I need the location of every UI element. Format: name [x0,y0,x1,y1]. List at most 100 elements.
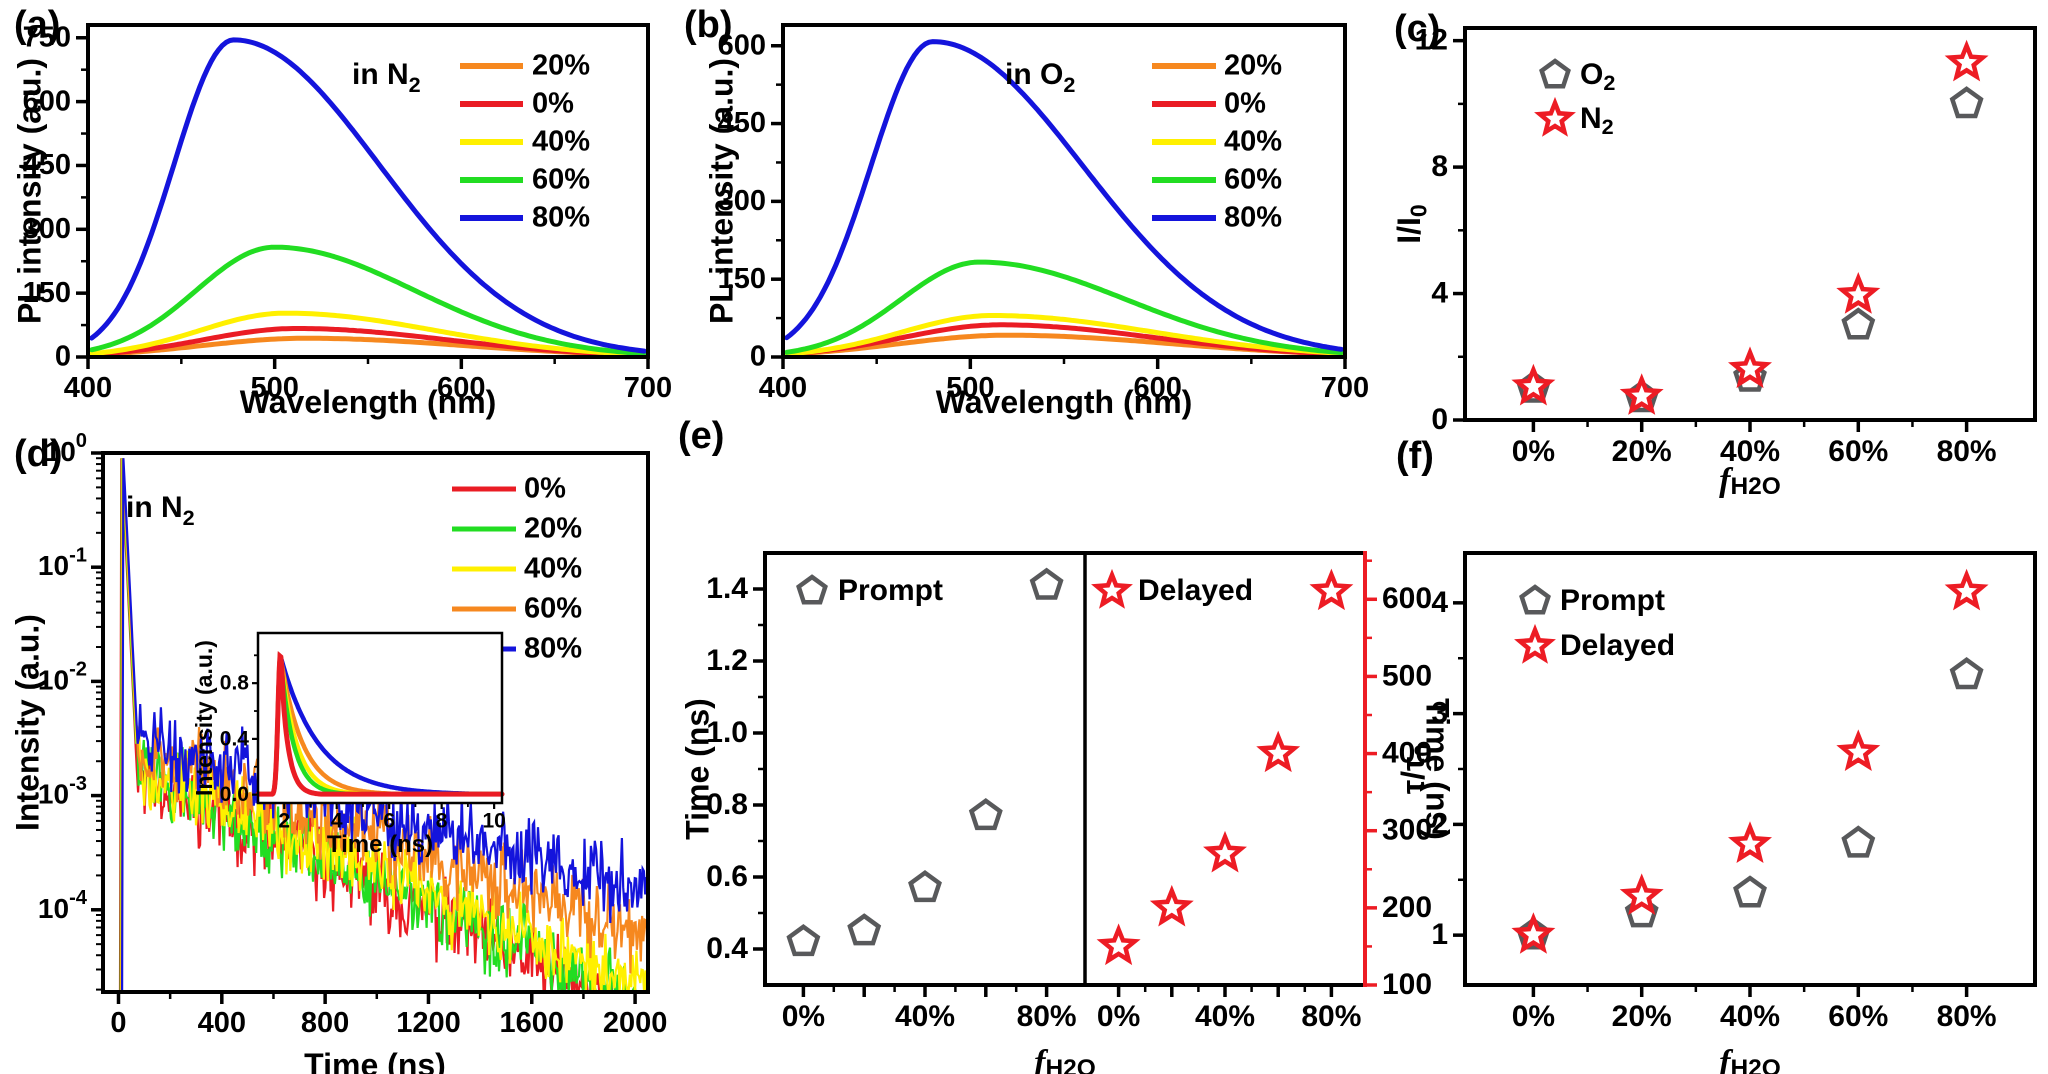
panel-f-letter: (f) [1396,435,1434,477]
svg-text:Wavelength (nm): Wavelength (nm) [240,384,497,420]
svg-text:Delayed: Delayed [1560,629,1675,662]
svg-text:3: 3 [1431,697,1448,730]
svg-text:300: 300 [718,185,766,217]
svg-text:40%: 40% [1720,1000,1780,1033]
svg-text:400: 400 [1382,736,1432,769]
svg-text:100: 100 [45,431,87,468]
panel-d-letter: (d) [14,433,63,475]
svg-text:Intensity (a.u.): Intensity (a.u.) [9,614,45,831]
svg-text:750: 750 [23,21,71,53]
svg-text:fH2O: fH2O [1719,1044,1781,1074]
svg-text:400: 400 [759,372,807,404]
svg-text:fH2O: fH2O [1719,462,1781,499]
svg-text:80%: 80% [1301,1000,1361,1033]
svg-text:60%: 60% [524,593,582,625]
panel-a-letter: (a) [14,4,61,46]
svg-text:40%: 40% [895,1000,955,1033]
panel-d: (d) 0 400 800 1200 1600 2000 100 10-1 10-2 10-3 10… [0,405,667,1074]
svg-text:500: 500 [250,372,298,404]
panel-a: (a) 400 500 600 700 0 150 300 450 600 750 PL inten… [0,0,672,420]
svg-text:0.4: 0.4 [220,727,250,750]
svg-text:fH2O: fH2O [1034,1044,1096,1074]
svg-text:0%: 0% [782,1000,825,1033]
svg-text:N2: N2 [1580,102,1614,139]
svg-text:PL intensity (a.u.): PL intensity (a.u.) [11,58,47,324]
svg-text:O2: O2 [1580,58,1615,95]
svg-text:4: 4 [1431,586,1448,619]
panel-d-plot: 0 400 800 1200 1600 2000 100 10-1 10-2 10-3 10-4 In… [9,431,667,1074]
panel-c-letter: (c) [1394,8,1441,50]
svg-text:150: 150 [718,263,766,295]
svg-text:100: 100 [1382,968,1432,1001]
svg-text:20%: 20% [1612,1000,1672,1033]
svg-text:40%: 40% [1224,126,1282,158]
svg-text:1.0: 1.0 [706,716,748,749]
svg-text:10: 10 [482,809,505,832]
panel-a-plot: 400 500 600 700 0 150 300 450 600 750 PL intensity… [11,21,672,420]
svg-text:0.4: 0.4 [706,932,748,965]
svg-text:0: 0 [55,341,71,373]
svg-text:10-1: 10-1 [38,545,87,582]
svg-text:2: 2 [1431,807,1448,840]
svg-text:450: 450 [718,107,766,139]
svg-text:8: 8 [1431,150,1448,183]
svg-text:Prompt: Prompt [838,574,943,607]
svg-text:I/I0: I/I0 [1391,204,1431,243]
svg-text:8: 8 [436,809,448,832]
svg-text:60%: 60% [1828,1000,1888,1033]
svg-text:0.6: 0.6 [706,860,748,893]
svg-text:in N2: in N2 [352,58,421,97]
panel-f-plot: 0% 20% 40% 60% 80% 1 2 3 4 τ/τ0 fH2O Prompt Delayed [1395,551,2037,1074]
svg-text:τ/τ0: τ/τ0 [1395,744,1435,794]
svg-text:0.8: 0.8 [706,788,748,821]
svg-text:80%: 80% [1937,1000,1997,1033]
svg-text:Time (ns): Time (ns) [327,831,433,858]
svg-text:400: 400 [64,372,112,404]
svg-text:Prompt: Prompt [1560,584,1665,617]
svg-text:500: 500 [946,372,994,404]
svg-text:Delayed: Delayed [1138,574,1253,607]
svg-text:10-2: 10-2 [38,659,87,696]
svg-text:80%: 80% [1224,202,1282,234]
svg-text:300: 300 [1382,814,1432,847]
svg-text:40%: 40% [524,553,582,585]
panel-c-plot: 0% 20% 40% 60% 80% 0 4 8 12 I/I0 fH2O O2 N2 [1391,24,2037,500]
svg-text:10-4: 10-4 [38,887,88,924]
svg-text:80%: 80% [524,633,582,665]
panel-c: (c) 0% 20% 40% 60% 80% 0 4 8 12 I/I0 fH2O O2 N2 [1390,0,2048,520]
svg-text:600: 600 [718,29,766,61]
svg-text:150: 150 [23,277,71,309]
svg-text:600: 600 [1133,372,1181,404]
svg-text:0: 0 [750,341,766,373]
svg-text:1.4: 1.4 [706,572,748,605]
svg-text:20%: 20% [532,50,590,82]
svg-text:450: 450 [23,149,71,181]
svg-text:0%: 0% [1224,88,1266,120]
svg-text:0%: 0% [1512,435,1555,468]
svg-text:500: 500 [1382,659,1432,692]
svg-text:Wavelength (nm): Wavelength (nm) [936,384,1193,420]
svg-text:40%: 40% [1195,1000,1255,1033]
svg-text:700: 700 [1321,372,1369,404]
svg-text:1200: 1200 [396,1007,461,1039]
svg-text:0%: 0% [524,473,566,505]
svg-text:0: 0 [110,1007,126,1039]
svg-text:Time (ns): Time (ns) [679,698,715,840]
panel-f: (f) 0% 20% 40% 60% 80% 1 2 3 4 τ/τ0 fH2O Prompt Dela… [1390,405,2048,1074]
svg-text:60%: 60% [1224,164,1282,196]
svg-text:PL intensity (a.u.): PL intensity (a.u.) [703,58,739,324]
svg-text:4: 4 [1431,276,1448,309]
panel-e: (e) 0% 40% 80% 0% 40% 80% 0.4 0.6 0.8 1.0 1.2 1.4 10… [660,405,1456,1074]
svg-text:200: 200 [1382,891,1432,924]
svg-text:800: 800 [301,1007,349,1039]
svg-text:600: 600 [23,85,71,117]
svg-text:80%: 80% [1017,1000,1077,1033]
svg-text:0%: 0% [1512,1000,1555,1033]
svg-text:0.8: 0.8 [220,672,250,695]
svg-text:80%: 80% [532,202,590,234]
svg-text:400: 400 [198,1007,246,1039]
panel-e-plot: 0% 40% 80% 0% 40% 80% 0.4 0.6 0.8 1.0 1.2 1.4 100 200… [679,551,1456,1074]
svg-text:80%: 80% [1937,435,1997,468]
